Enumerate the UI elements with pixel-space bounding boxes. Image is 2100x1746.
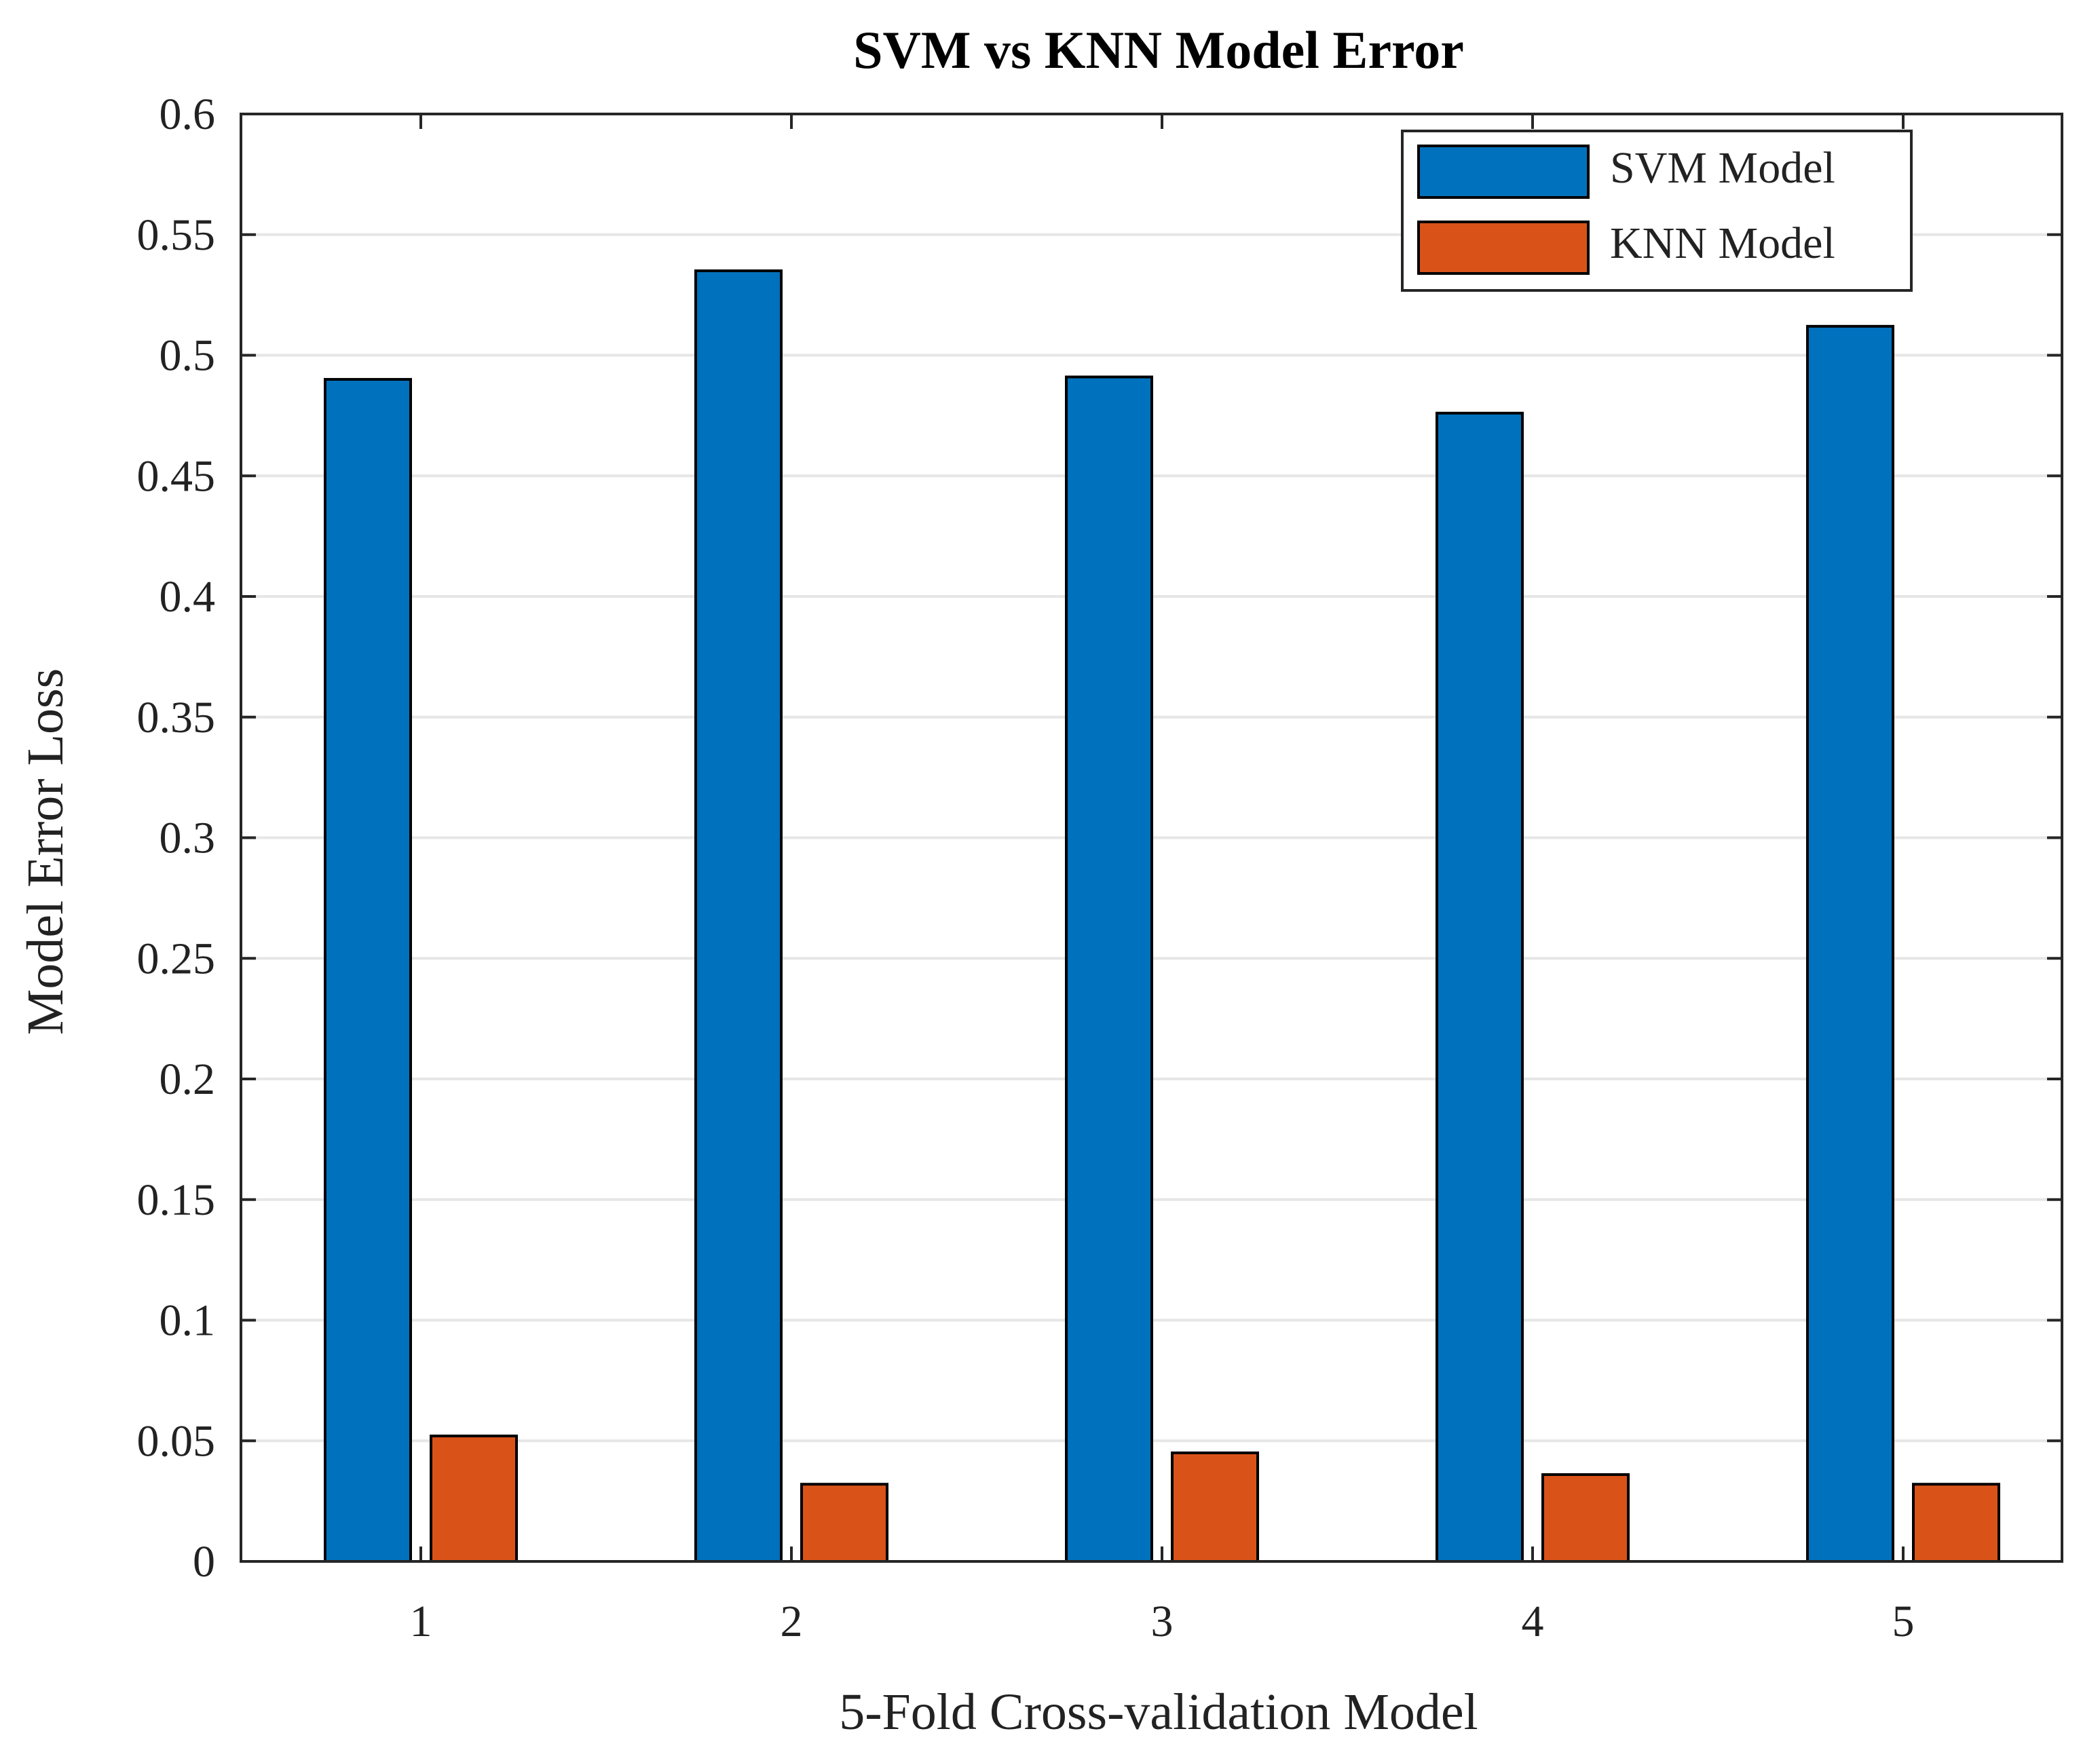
x-tick-label: 3 xyxy=(1151,1597,1174,1646)
x-tick-label: 1 xyxy=(410,1597,432,1646)
y-tick-label: 0.4 xyxy=(160,572,216,622)
y-tick-label: 0.15 xyxy=(137,1175,216,1225)
y-tick-label: 0.05 xyxy=(137,1416,216,1466)
bars xyxy=(324,269,2000,1563)
knn-bar-4 xyxy=(1541,1473,1630,1563)
y-tick-label: 0.35 xyxy=(137,693,216,742)
chart-title: SVM vs KNN Model Error xyxy=(853,20,1464,79)
y-tick-label: 0.2 xyxy=(160,1055,216,1104)
y-tick-label: 0.6 xyxy=(160,90,216,139)
legend: SVM Model KNN Model xyxy=(1401,130,1913,292)
knn-bar-2 xyxy=(800,1483,888,1563)
y-axis-label: Model Error Loss xyxy=(17,668,74,1035)
knn-bar-5 xyxy=(1912,1483,2000,1563)
svm-bar-1 xyxy=(324,378,412,1563)
svm-bar-5 xyxy=(1806,324,1894,1563)
y-axis-tick-labels: 0 0.05 0.1 0.15 0.2 0.25 0.3 0.35 0.4 0.45 0.5 0.55… xyxy=(137,90,216,1587)
svm-bar-3 xyxy=(1065,375,1153,1563)
legend-swatch-knn xyxy=(1417,221,1590,275)
legend-label-svm: SVM Model xyxy=(1610,143,1835,193)
y-tick-label: 0 xyxy=(193,1537,215,1587)
legend-label-knn: KNN Model xyxy=(1610,219,1835,268)
svm-bar-2 xyxy=(694,269,783,1563)
x-tick-label: 5 xyxy=(1892,1597,1915,1646)
svm-bar-4 xyxy=(1436,411,1524,1563)
y-tick-label: 0.45 xyxy=(137,451,216,501)
legend-swatch-svm xyxy=(1417,145,1590,199)
x-axis-label: 5-Fold Cross-validation Model xyxy=(839,1684,1478,1741)
y-tick-label: 0.25 xyxy=(137,934,216,983)
x-axis-tick-labels: 1 2 3 4 5 xyxy=(410,1597,1915,1646)
knn-bar-3 xyxy=(1171,1451,1259,1563)
y-tick-label: 0.3 xyxy=(160,814,216,863)
knn-bar-1 xyxy=(430,1435,518,1563)
x-tick-label: 2 xyxy=(781,1597,803,1646)
y-tick-label: 0.1 xyxy=(160,1296,216,1346)
x-tick-label: 4 xyxy=(1522,1597,1544,1646)
y-tick-label: 0.5 xyxy=(160,331,216,381)
y-tick-label: 0.55 xyxy=(137,210,216,260)
tick-marks xyxy=(241,113,2062,1563)
